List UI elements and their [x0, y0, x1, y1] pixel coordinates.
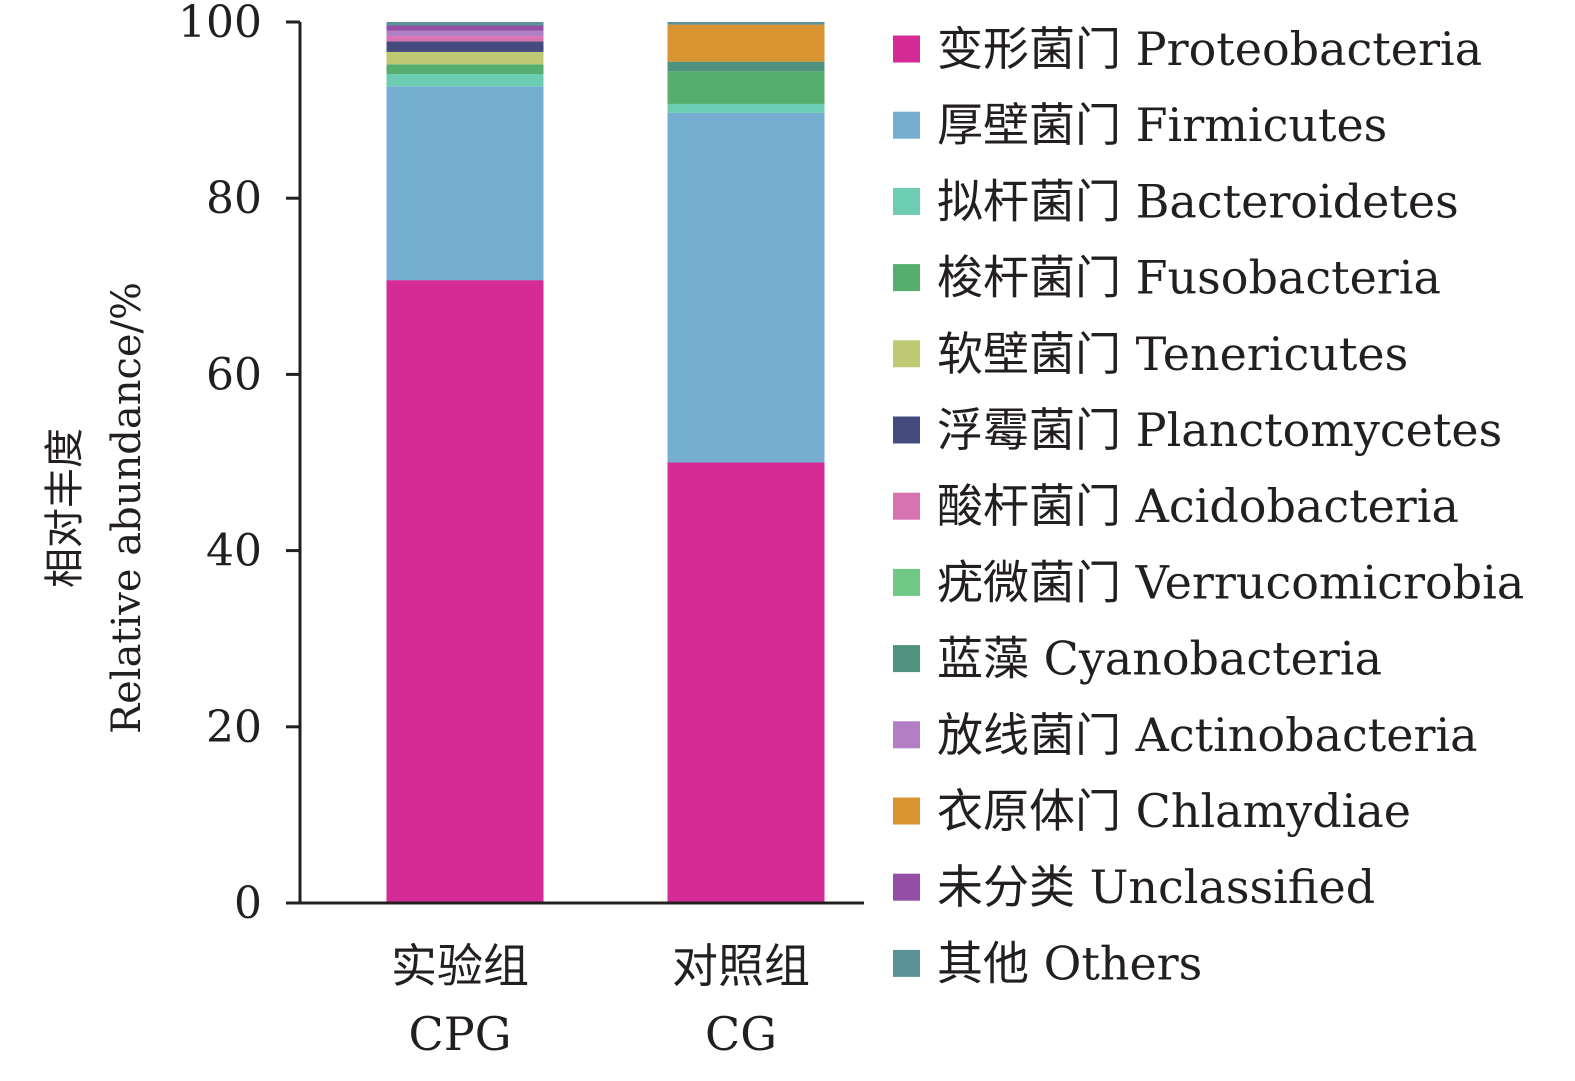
x-category-label-en-cg: CG — [705, 1007, 777, 1061]
legend-item-11: 未分类 Unclassified — [893, 860, 1375, 914]
legend-label: 衣原体门 Chlamydiae — [937, 784, 1411, 838]
bar-segment-cg-firmicutes — [667, 112, 825, 463]
y-axis-title: 相对丰度 Relative abundance/% — [42, 282, 150, 734]
legend-swatch — [893, 949, 920, 977]
axes-layer — [298, 22, 864, 905]
legend: 变形菌门 Proteobacteria 厚壁菌门 Firmicutes 拟杆菌门 B… — [893, 22, 1524, 990]
x-category-label-cn-cg: 对照组 — [672, 939, 810, 993]
x-labels-layer: 实验组 CPG 对照组 CG — [391, 939, 810, 1061]
legend-item-2: 拟杆菌门 Bacteroidetes — [893, 174, 1459, 228]
legend-item-3: 梭杆菌门 Fusobacteria — [893, 251, 1441, 305]
bar-segment-cpg-others — [386, 22, 544, 26]
legend-item-5: 浮霉菌门 Planctomycetes — [893, 403, 1502, 457]
legend-swatch — [893, 797, 920, 825]
legend-label: 酸杆菌门 Acidobacteria — [937, 479, 1459, 533]
legend-label: 软壁菌门 Tenericutes — [937, 327, 1408, 381]
y-ticks-layer: 0 20 40 60 80 100 — [178, 0, 300, 929]
legend-swatch — [893, 492, 920, 520]
legend-item-0: 变形菌门 Proteobacteria — [893, 22, 1482, 76]
legend-swatch — [893, 340, 920, 368]
bar-segment-cg-fusobacteria — [667, 71, 825, 104]
bar-segment-cpg-fusobacteria — [386, 64, 544, 74]
legend-label: 其他 Others — [937, 936, 1202, 990]
legend-item-1: 厚壁菌门 Firmicutes — [893, 98, 1387, 152]
bar-segment-cpg-actinobacteria — [386, 30, 544, 37]
bar-segment-cg-chlamydiae — [667, 24, 825, 62]
legend-label: 疣微菌门 Verrucomicrobia — [937, 555, 1524, 609]
bar-segment-cpg-unclassified — [386, 25, 544, 31]
bar-segment-cg-cyanobacteria — [667, 61, 825, 72]
legend-swatch — [893, 111, 920, 139]
legend-label: 浮霉菌门 Planctomycetes — [937, 403, 1502, 457]
legend-item-10: 衣原体门 Chlamydiae — [893, 784, 1411, 838]
y-tick-label-20: 20 — [206, 702, 262, 753]
bar-segment-cpg-bacteroidetes — [386, 73, 544, 87]
legend-label: 蓝藻 Cyanobacteria — [937, 632, 1382, 686]
legend-swatch — [893, 264, 920, 292]
y-tick-label-0: 0 — [234, 878, 262, 929]
legend-label: 放线菌门 Actinobacteria — [937, 708, 1478, 762]
legend-label: 厚壁菌门 Firmicutes — [937, 98, 1387, 152]
legend-label: 变形菌门 Proteobacteria — [937, 22, 1482, 76]
bar-stack-cg — [667, 22, 825, 903]
bar-segment-cpg-firmicutes — [386, 86, 544, 281]
x-category-label-cn-cpg: 实验组 — [391, 939, 529, 993]
bar-segment-cpg-proteobacteria — [386, 280, 544, 903]
legend-swatch — [893, 645, 920, 673]
bar-segment-cg-bacteroidetes — [667, 103, 825, 113]
legend-item-4: 软壁菌门 Tenericutes — [893, 327, 1408, 381]
y-tick-label-60: 60 — [206, 349, 262, 400]
legend-item-7: 疣微菌门 Verrucomicrobia — [893, 555, 1524, 609]
y-axis-title-en: Relative abundance/% — [104, 282, 150, 734]
bar-segment-cg-proteobacteria — [667, 462, 825, 903]
x-category-label-en-cpg: CPG — [409, 1007, 512, 1061]
bar-segment-cpg-planctomycetes — [386, 41, 544, 52]
y-tick-label-80: 80 — [206, 173, 262, 224]
bar-segment-cg-others — [667, 22, 825, 25]
legend-item-12: 其他 Others — [893, 936, 1202, 990]
legend-swatch — [893, 187, 920, 215]
legend-swatch — [893, 416, 920, 444]
legend-label: 梭杆菌门 Fusobacteria — [937, 251, 1441, 305]
legend-label: 未分类 Unclassified — [937, 860, 1375, 914]
bar-stack-cpg — [386, 22, 544, 903]
bar-segment-cpg-tenericutes — [386, 51, 544, 65]
legend-swatch — [893, 35, 920, 63]
y-tick-label-100: 100 — [178, 0, 262, 48]
y-tick-label-40: 40 — [206, 526, 262, 577]
legend-item-8: 蓝藻 Cyanobacteria — [893, 632, 1382, 686]
legend-item-6: 酸杆菌门 Acidobacteria — [893, 479, 1459, 533]
legend-swatch — [893, 721, 920, 749]
bar-segment-cpg-acidobacteria — [386, 36, 544, 42]
bars-layer — [386, 22, 825, 903]
legend-swatch — [893, 873, 920, 901]
legend-item-9: 放线菌门 Actinobacteria — [893, 708, 1478, 762]
y-axis-title-cn: 相对丰度 — [42, 428, 88, 588]
legend-label: 拟杆菌门 Bacteroidetes — [937, 174, 1459, 228]
legend-swatch — [893, 568, 920, 596]
